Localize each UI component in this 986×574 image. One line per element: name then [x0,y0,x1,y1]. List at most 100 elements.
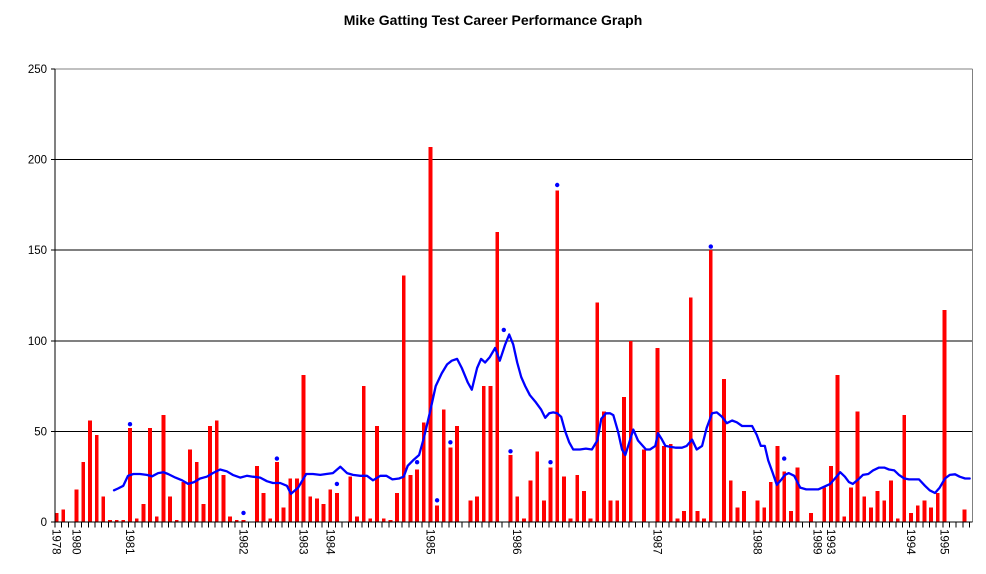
plot-border [55,68,973,522]
bar [548,467,553,522]
bar [735,507,740,522]
notout-marker [708,244,713,249]
year-label: 1989 [811,529,823,555]
year-label: 1982 [237,529,249,555]
bar [675,518,680,522]
bar [795,467,800,522]
bar [268,518,273,522]
bar [755,500,760,522]
bar [555,190,560,522]
bar [855,411,860,522]
bar [742,491,746,522]
bar [869,507,873,522]
notout-markers [127,182,787,516]
notout-marker [274,456,280,461]
bar [929,507,933,522]
bar [481,386,486,522]
bar [942,310,947,522]
bar [401,275,406,522]
notout-marker [334,481,340,487]
bar [375,426,379,522]
bar [101,496,106,522]
bar [201,503,206,522]
bar [81,462,86,522]
bar [468,500,473,522]
bar [348,476,353,522]
bar [228,516,232,522]
bar [475,496,479,522]
bar [822,487,827,522]
bar [134,518,139,522]
bar [495,232,500,522]
bar [722,378,726,522]
bar [488,386,493,522]
bar [608,500,613,522]
bar [682,511,686,522]
notout-marker [508,449,513,454]
bar [562,476,566,522]
bar [875,491,880,522]
year-label: 1987 [650,529,662,555]
bar [94,435,99,522]
bar [421,422,426,522]
notout-marker [555,182,560,188]
bar [154,516,159,522]
bar [622,397,626,522]
year-label: 1984 [323,529,335,555]
bar [728,480,733,522]
notout-marker [127,422,133,427]
chart-title: Mike Gatting Test Career Performance Gra… [343,12,643,28]
y-axis-label: 50 [34,426,47,438]
bar [662,445,666,522]
bar [789,511,793,522]
bar [528,480,533,522]
bar [522,518,526,522]
bar [301,375,306,522]
notout-marker [414,460,420,465]
bar [702,518,706,522]
bar [315,498,319,522]
bar [321,503,326,522]
year-label: 1995 [937,529,949,555]
year-label: 1986 [510,529,522,555]
y-axis-label: 0 [41,517,47,529]
bar [962,509,967,522]
bar [74,489,79,522]
bar [161,415,166,522]
notout-marker [782,456,787,461]
bar [428,146,433,522]
bar [255,465,259,522]
bar [108,520,112,522]
bar [568,518,573,522]
notout-marker [434,498,440,503]
axes [51,68,973,528]
year-label: 1993 [824,529,836,555]
bar [602,411,606,522]
bar [54,512,59,522]
bar [415,469,419,522]
bar [288,478,293,522]
bar [588,518,593,522]
bar [361,386,366,522]
bar [615,500,620,522]
bar [448,447,453,522]
bar [688,297,693,522]
notout-marker [241,510,246,516]
bar [882,500,887,522]
bar [695,511,700,522]
bar [668,444,673,522]
bar [261,493,266,522]
bar [61,509,66,522]
bar [221,474,226,522]
bar [194,462,199,522]
bar [922,500,927,522]
bar [582,491,586,522]
bar [575,474,580,522]
bar [909,512,913,522]
bar [515,496,520,522]
bar [368,518,373,522]
bar [168,496,172,522]
notout-marker [548,460,553,465]
bar [234,520,239,522]
bar [842,516,847,522]
